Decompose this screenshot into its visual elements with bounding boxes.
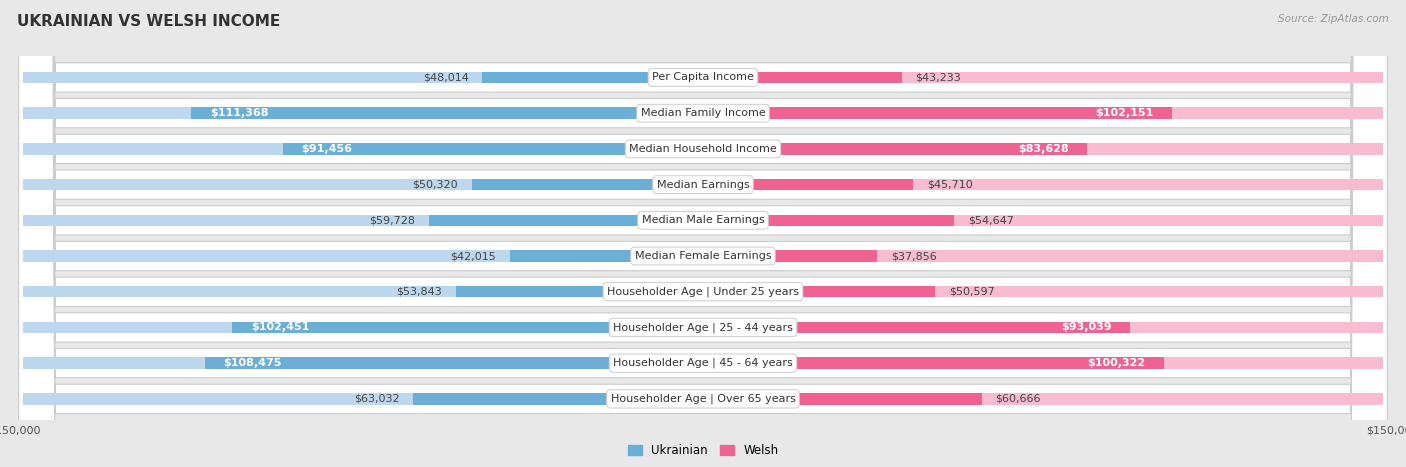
Bar [456, 286, 703, 297]
Bar [24, 143, 703, 155]
Text: $100,322: $100,322 [1087, 358, 1146, 368]
Text: $53,843: $53,843 [396, 287, 441, 297]
Text: $63,032: $63,032 [354, 394, 399, 404]
Text: $37,856: $37,856 [890, 251, 936, 261]
Text: Median Earnings: Median Earnings [657, 180, 749, 190]
FancyBboxPatch shape [18, 0, 1388, 467]
FancyBboxPatch shape [18, 0, 1388, 467]
Bar [703, 215, 955, 226]
Text: $50,597: $50,597 [949, 287, 995, 297]
Bar [24, 286, 703, 297]
Bar [703, 72, 1382, 83]
Text: Householder Age | Over 65 years: Householder Age | Over 65 years [610, 394, 796, 404]
Text: $45,710: $45,710 [927, 180, 973, 190]
Bar [703, 215, 1382, 226]
Bar [703, 143, 1382, 155]
Text: UKRAINIAN VS WELSH INCOME: UKRAINIAN VS WELSH INCOME [17, 14, 280, 29]
Bar [703, 357, 1164, 369]
Text: Per Capita Income: Per Capita Income [652, 72, 754, 83]
Bar [24, 250, 703, 262]
FancyBboxPatch shape [18, 0, 1388, 467]
Bar [482, 72, 703, 83]
Text: $93,039: $93,039 [1062, 322, 1112, 333]
FancyBboxPatch shape [18, 0, 1388, 467]
Bar [191, 107, 703, 119]
FancyBboxPatch shape [18, 0, 1388, 467]
Text: $102,151: $102,151 [1095, 108, 1154, 118]
FancyBboxPatch shape [18, 0, 1388, 467]
Bar [703, 250, 1382, 262]
Text: Householder Age | 45 - 64 years: Householder Age | 45 - 64 years [613, 358, 793, 368]
Text: Median Male Earnings: Median Male Earnings [641, 215, 765, 225]
Text: $48,014: $48,014 [423, 72, 468, 83]
FancyBboxPatch shape [18, 0, 1388, 467]
Text: $60,666: $60,666 [995, 394, 1040, 404]
Bar [703, 107, 1382, 119]
Bar [429, 215, 703, 226]
Bar [205, 357, 703, 369]
Text: $50,320: $50,320 [412, 180, 458, 190]
Bar [703, 322, 1130, 333]
Bar [510, 250, 703, 262]
Text: Householder Age | Under 25 years: Householder Age | Under 25 years [607, 286, 799, 297]
FancyBboxPatch shape [18, 0, 1388, 467]
FancyBboxPatch shape [18, 0, 1388, 467]
Text: Median Family Income: Median Family Income [641, 108, 765, 118]
Bar [24, 72, 703, 83]
Text: $83,628: $83,628 [1018, 144, 1069, 154]
Bar [703, 393, 1382, 404]
Bar [703, 286, 935, 297]
Text: $43,233: $43,233 [915, 72, 962, 83]
Text: $59,728: $59,728 [368, 215, 415, 225]
Legend: Ukrainian, Welsh: Ukrainian, Welsh [623, 439, 783, 462]
Bar [24, 393, 703, 404]
Text: $102,451: $102,451 [250, 322, 309, 333]
Text: $108,475: $108,475 [224, 358, 281, 368]
Text: Householder Age | 25 - 44 years: Householder Age | 25 - 44 years [613, 322, 793, 333]
Text: $42,015: $42,015 [450, 251, 496, 261]
Bar [24, 357, 703, 369]
Bar [703, 107, 1173, 119]
Text: Source: ZipAtlas.com: Source: ZipAtlas.com [1278, 14, 1389, 24]
Bar [283, 143, 703, 155]
Bar [703, 179, 912, 191]
Bar [703, 72, 901, 83]
Bar [472, 179, 703, 191]
Bar [703, 393, 981, 404]
Bar [24, 107, 703, 119]
Bar [703, 357, 1382, 369]
Text: Median Household Income: Median Household Income [628, 144, 778, 154]
Bar [24, 179, 703, 191]
Bar [232, 322, 703, 333]
Text: Median Female Earnings: Median Female Earnings [634, 251, 772, 261]
Text: $91,456: $91,456 [301, 144, 353, 154]
Text: $54,647: $54,647 [967, 215, 1014, 225]
Bar [703, 179, 1382, 191]
Bar [703, 250, 877, 262]
Bar [703, 322, 1382, 333]
Bar [24, 215, 703, 226]
Bar [703, 286, 1382, 297]
Bar [413, 393, 703, 404]
Bar [703, 143, 1087, 155]
FancyBboxPatch shape [18, 0, 1388, 467]
Bar [24, 322, 703, 333]
Text: $111,368: $111,368 [209, 108, 269, 118]
